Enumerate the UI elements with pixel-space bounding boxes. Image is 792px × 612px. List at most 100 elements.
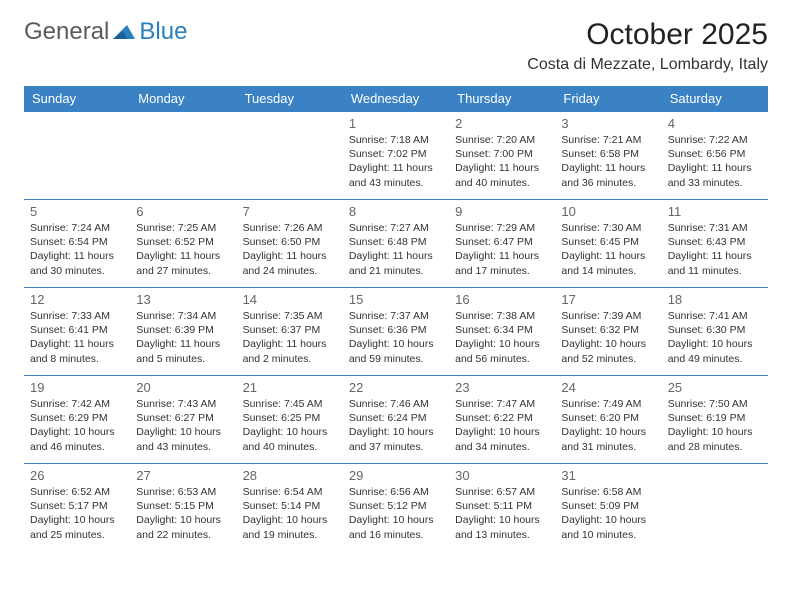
day-details: Sunrise: 7:50 AMSunset: 6:19 PMDaylight:… (668, 397, 762, 454)
calendar-cell: 21 Sunrise: 7:45 AMSunset: 6:25 PMDayligh… (237, 376, 343, 464)
logo-arrow-icon (113, 18, 135, 46)
calendar-cell: 27 Sunrise: 6:53 AMSunset: 5:15 PMDayligh… (130, 464, 236, 552)
calendar-cell: 12 Sunrise: 7:33 AMSunset: 6:41 PMDayligh… (24, 288, 130, 376)
day-number: 12 (30, 292, 124, 307)
day-number: 23 (455, 380, 549, 395)
logo-text-blue: Blue (139, 18, 187, 46)
calendar-cell: 25 Sunrise: 7:50 AMSunset: 6:19 PMDayligh… (662, 376, 768, 464)
calendar-week-row: 1 Sunrise: 7:18 AMSunset: 7:02 PMDaylight… (24, 112, 768, 200)
day-number: 31 (561, 468, 655, 483)
calendar-cell: 5 Sunrise: 7:24 AMSunset: 6:54 PMDaylight… (24, 200, 130, 288)
day-details: Sunrise: 7:33 AMSunset: 6:41 PMDaylight:… (30, 309, 124, 366)
calendar-cell: 13 Sunrise: 7:34 AMSunset: 6:39 PMDayligh… (130, 288, 236, 376)
day-details: Sunrise: 7:20 AMSunset: 7:00 PMDaylight:… (455, 133, 549, 190)
calendar-cell: 7Sunrise: 7:26 AMSunset: 6:50 PMDaylight… (237, 200, 343, 288)
day-header: Sunday (24, 86, 130, 112)
calendar-cell (24, 112, 130, 200)
day-details: Sunrise: 7:43 AMSunset: 6:27 PMDaylight:… (136, 397, 230, 454)
day-header: Saturday (662, 86, 768, 112)
day-number: 21 (243, 380, 337, 395)
day-number: 25 (668, 380, 762, 395)
calendar-week-row: 12 Sunrise: 7:33 AMSunset: 6:41 PMDayligh… (24, 288, 768, 376)
day-details: Sunrise: 7:49 AMSunset: 6:20 PMDaylight:… (561, 397, 655, 454)
day-number: 19 (30, 380, 124, 395)
day-number: 27 (136, 468, 230, 483)
day-details: Sunrise: 7:22 AMSunset: 6:56 PMDaylight:… (668, 133, 762, 190)
calendar-cell: 19Sunrise: 7:42 AMSunset: 6:29 PMDayligh… (24, 376, 130, 464)
day-number: 28 (243, 468, 337, 483)
calendar-cell: 10Sunrise: 7:30 AMSunset: 6:45 PMDayligh… (555, 200, 661, 288)
day-details: Sunrise: 7:27 AMSunset: 6:48 PMDaylight:… (349, 221, 443, 278)
day-details: Sunrise: 7:38 AMSunset: 6:34 PMDaylight:… (455, 309, 549, 366)
calendar-cell: 24 Sunrise: 7:49 AMSunset: 6:20 PMDayligh… (555, 376, 661, 464)
calendar-cell: 16Sunrise: 7:38 AMSunset: 6:34 PMDayligh… (449, 288, 555, 376)
calendar-cell: 8 Sunrise: 7:27 AMSunset: 6:48 PMDaylight… (343, 200, 449, 288)
day-details: Sunrise: 7:47 AMSunset: 6:22 PMDaylight:… (455, 397, 549, 454)
day-number: 18 (668, 292, 762, 307)
calendar-cell: 9Sunrise: 7:29 AMSunset: 6:47 PMDaylight… (449, 200, 555, 288)
day-details: Sunrise: 7:37 AMSunset: 6:36 PMDaylight:… (349, 309, 443, 366)
day-number: 2 (455, 116, 549, 131)
logo-text-general: General (24, 18, 109, 46)
header: General Blue October 2025 Costa di Mezza… (24, 18, 768, 74)
calendar-cell: 29Sunrise: 6:56 AMSunset: 5:12 PMDayligh… (343, 464, 449, 552)
day-number: 24 (561, 380, 655, 395)
day-details: Sunrise: 7:35 AMSunset: 6:37 PMDaylight:… (243, 309, 337, 366)
day-details: Sunrise: 7:21 AMSunset: 6:58 PMDaylight:… (561, 133, 655, 190)
calendar-cell: 14 Sunrise: 7:35 AMSunset: 6:37 PMDayligh… (237, 288, 343, 376)
calendar-cell: 22 Sunrise: 7:46 AMSunset: 6:24 PMDayligh… (343, 376, 449, 464)
day-number: 14 (243, 292, 337, 307)
day-details: Sunrise: 7:31 AMSunset: 6:43 PMDaylight:… (668, 221, 762, 278)
title-block: October 2025 Costa di Mezzate, Lombardy,… (527, 18, 768, 74)
day-header: Tuesday (237, 86, 343, 112)
calendar-table: Sunday Monday Tuesday Wednesday Thursday… (24, 86, 768, 552)
calendar-cell: 6Sunrise: 7:25 AMSunset: 6:52 PMDaylight… (130, 200, 236, 288)
day-number: 13 (136, 292, 230, 307)
day-details: Sunrise: 7:45 AMSunset: 6:25 PMDaylight:… (243, 397, 337, 454)
day-header: Thursday (449, 86, 555, 112)
day-number: 22 (349, 380, 443, 395)
calendar-week-row: 26 Sunrise: 6:52 AMSunset: 5:17 PMDayligh… (24, 464, 768, 552)
day-header: Monday (130, 86, 236, 112)
day-number: 8 (349, 204, 443, 219)
day-number: 7 (243, 204, 337, 219)
day-details: Sunrise: 6:53 AMSunset: 5:15 PMDaylight:… (136, 485, 230, 542)
calendar-cell: 26 Sunrise: 6:52 AMSunset: 5:17 PMDayligh… (24, 464, 130, 552)
calendar-cell: 3Sunrise: 7:21 AMSunset: 6:58 PMDaylight… (555, 112, 661, 200)
day-header: Friday (555, 86, 661, 112)
location: Costa di Mezzate, Lombardy, Italy (527, 56, 768, 74)
day-header-row: Sunday Monday Tuesday Wednesday Thursday… (24, 86, 768, 112)
calendar-cell: 17 Sunrise: 7:39 AMSunset: 6:32 PMDayligh… (555, 288, 661, 376)
day-number: 20 (136, 380, 230, 395)
calendar-cell: 31 Sunrise: 6:58 AMSunset: 5:09 PMDayligh… (555, 464, 661, 552)
calendar-cell: 20 Sunrise: 7:43 AMSunset: 6:27 PMDayligh… (130, 376, 236, 464)
day-details: Sunrise: 7:34 AMSunset: 6:39 PMDaylight:… (136, 309, 230, 366)
calendar-cell: 15 Sunrise: 7:37 AMSunset: 6:36 PMDayligh… (343, 288, 449, 376)
logo: General Blue (24, 18, 187, 46)
calendar-cell (237, 112, 343, 200)
calendar-cell: 11 Sunrise: 7:31 AMSunset: 6:43 PMDayligh… (662, 200, 768, 288)
calendar-cell: 28 Sunrise: 6:54 AMSunset: 5:14 PMDayligh… (237, 464, 343, 552)
day-details: Sunrise: 7:18 AMSunset: 7:02 PMDaylight:… (349, 133, 443, 190)
day-number: 29 (349, 468, 443, 483)
day-details: Sunrise: 7:39 AMSunset: 6:32 PMDaylight:… (561, 309, 655, 366)
calendar-cell: 18Sunrise: 7:41 AMSunset: 6:30 PMDayligh… (662, 288, 768, 376)
day-details: Sunrise: 6:58 AMSunset: 5:09 PMDaylight:… (561, 485, 655, 542)
calendar-cell (662, 464, 768, 552)
day-details: Sunrise: 7:24 AMSunset: 6:54 PMDaylight:… (30, 221, 124, 278)
day-number: 10 (561, 204, 655, 219)
day-details: Sunrise: 6:54 AMSunset: 5:14 PMDaylight:… (243, 485, 337, 542)
day-header: Wednesday (343, 86, 449, 112)
day-number: 11 (668, 204, 762, 219)
calendar-body: 1 Sunrise: 7:18 AMSunset: 7:02 PMDaylight… (24, 112, 768, 552)
day-number: 30 (455, 468, 549, 483)
day-number: 1 (349, 116, 443, 131)
calendar-cell: 1 Sunrise: 7:18 AMSunset: 7:02 PMDaylight… (343, 112, 449, 200)
day-number: 26 (30, 468, 124, 483)
day-details: Sunrise: 6:52 AMSunset: 5:17 PMDaylight:… (30, 485, 124, 542)
day-number: 15 (349, 292, 443, 307)
day-number: 5 (30, 204, 124, 219)
day-details: Sunrise: 7:46 AMSunset: 6:24 PMDaylight:… (349, 397, 443, 454)
calendar-cell: 23 Sunrise: 7:47 AMSunset: 6:22 PMDayligh… (449, 376, 555, 464)
day-number: 17 (561, 292, 655, 307)
